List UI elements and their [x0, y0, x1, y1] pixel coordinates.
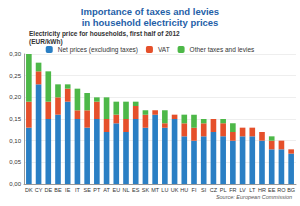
svg-text:BE: BE [54, 187, 62, 193]
svg-text:HR: HR [258, 187, 266, 193]
svg-text:0,00: 0,00 [9, 181, 21, 187]
svg-text:LU: LU [161, 187, 168, 193]
svg-text:SK: SK [142, 187, 150, 193]
svg-text:DE: DE [44, 187, 52, 193]
svg-text:BG: BG [287, 187, 295, 193]
svg-text:(EUR/kWh): (EUR/kWh) [29, 38, 63, 46]
svg-text:NL: NL [122, 187, 129, 193]
svg-text:in household electricity price: in household electricity prices [82, 17, 219, 28]
svg-text:0,05: 0,05 [9, 159, 21, 165]
svg-text:FR: FR [229, 187, 236, 193]
svg-text:RO: RO [277, 187, 286, 193]
svg-text:DK: DK [25, 187, 33, 193]
svg-text:SE: SE [83, 187, 91, 193]
svg-text:ES: ES [132, 187, 140, 193]
svg-text:0,25: 0,25 [9, 73, 21, 79]
svg-text:0,15: 0,15 [9, 116, 21, 122]
svg-text:MT: MT [151, 187, 160, 193]
svg-text:FI: FI [192, 187, 197, 193]
svg-text:0,30: 0,30 [9, 51, 21, 57]
svg-text:Importance of taxes and levies: Importance of taxes and levies [81, 6, 219, 17]
svg-text:UK: UK [171, 187, 179, 193]
svg-text:EE: EE [268, 187, 276, 193]
svg-text:VAT: VAT [158, 46, 170, 53]
svg-text:HU: HU [180, 187, 188, 193]
svg-text:0,20: 0,20 [9, 94, 21, 100]
svg-text:Source: European Commission: Source: European Commission [216, 194, 292, 200]
svg-text:SI: SI [201, 187, 207, 193]
svg-text:EU: EU [112, 187, 120, 193]
svg-text:LT: LT [249, 187, 256, 193]
svg-text:AT: AT [103, 187, 110, 193]
svg-text:Other taxes and levies: Other taxes and levies [190, 46, 255, 53]
svg-text:CZ: CZ [210, 187, 218, 193]
svg-text:Net prices (excluding taxes): Net prices (excluding taxes) [58, 46, 138, 54]
svg-text:CY: CY [35, 187, 43, 193]
svg-text:PL: PL [220, 187, 227, 193]
svg-text:Electricity price for househol: Electricity price for households, first … [29, 30, 180, 38]
svg-text:IE: IE [65, 187, 71, 193]
svg-text:LV: LV [239, 187, 246, 193]
svg-text:PT: PT [93, 187, 101, 193]
svg-text:IT: IT [75, 187, 81, 193]
svg-text:0,10: 0,10 [9, 138, 21, 144]
